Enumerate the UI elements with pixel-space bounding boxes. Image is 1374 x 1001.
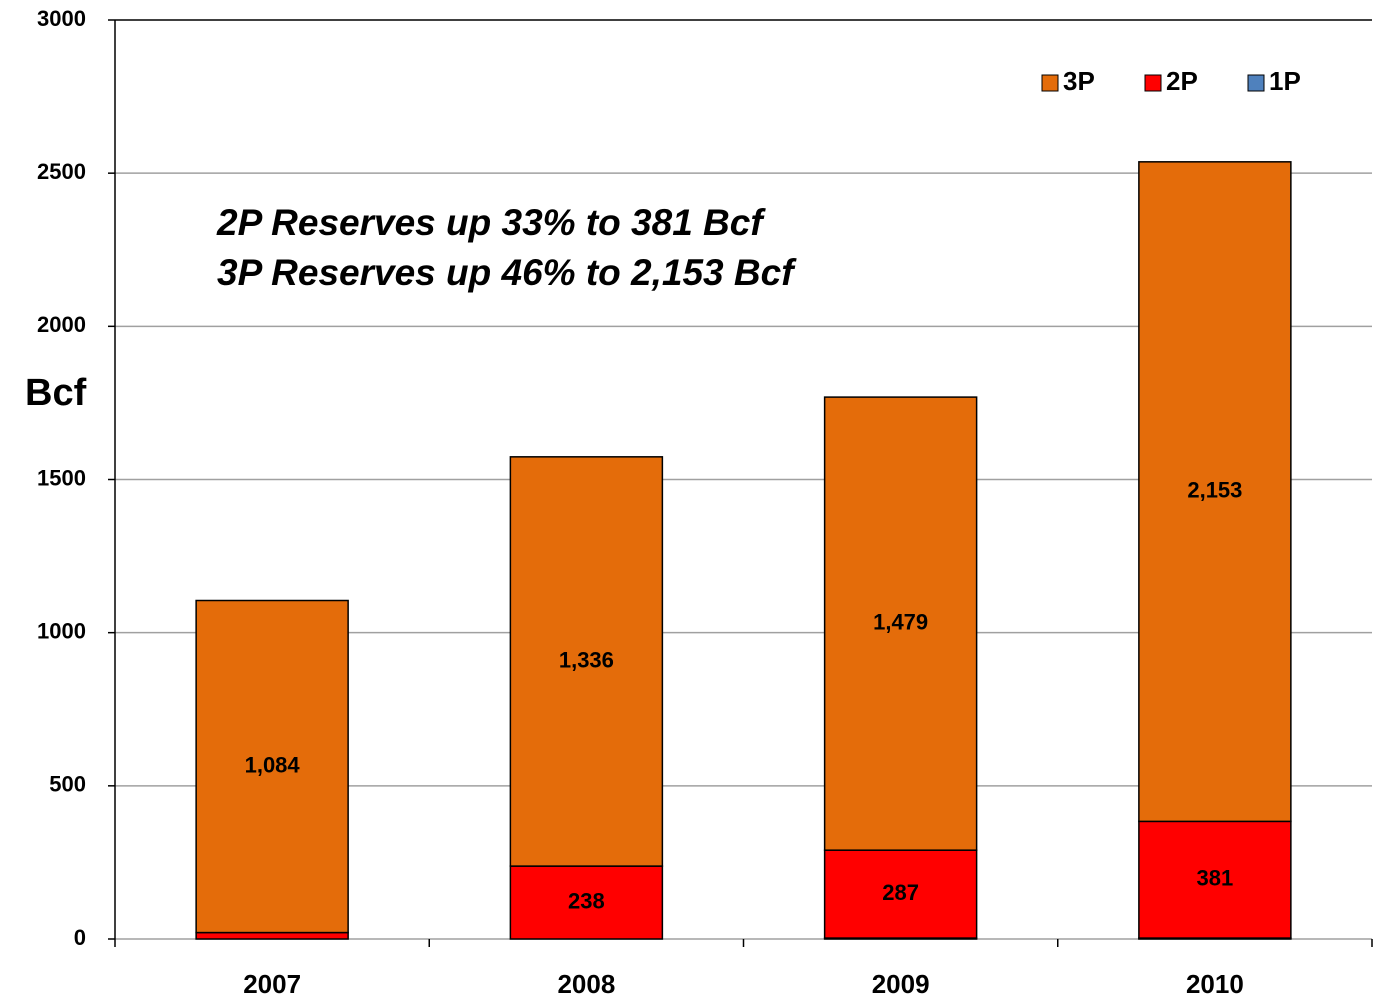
data-label: 2,153 [1187, 477, 1242, 502]
y-tick-label: 1500 [37, 465, 86, 490]
x-tick-label: 2007 [243, 969, 301, 999]
annotation: 2P Reserves up 33% to 381 Bcf [216, 202, 766, 243]
bar-segment [509, 865, 664, 940]
y-tick-label: 3000 [37, 6, 86, 31]
legend-swatch [1247, 74, 1265, 92]
y-tick-label: 0 [74, 925, 86, 950]
x-tick-label: 2010 [1186, 969, 1244, 999]
legend-label: 1P [1269, 66, 1301, 96]
y-axis-label: Bcf [25, 372, 87, 414]
y-tick-label: 2500 [37, 159, 86, 184]
bar-segment [1138, 161, 1292, 823]
data-label: 1,479 [873, 609, 928, 634]
data-label: 238 [568, 888, 605, 913]
bar-segment [195, 599, 349, 934]
x-tick-label: 2009 [872, 969, 930, 999]
bar-segment [823, 396, 978, 851]
legend-swatch [1144, 74, 1162, 92]
legend-label: 3P [1063, 66, 1095, 96]
bar-segment [823, 849, 978, 939]
bar-segment [1138, 820, 1292, 939]
data-label: 1,336 [559, 647, 614, 672]
y-tick-label: 1000 [37, 618, 86, 643]
legend-label: 2P [1166, 66, 1198, 96]
y-tick-label: 2000 [37, 312, 86, 337]
x-tick-label: 2008 [557, 969, 615, 999]
bar-segment [195, 931, 349, 940]
data-label: 381 [1197, 866, 1234, 891]
bar-segment [509, 456, 664, 867]
data-label: 1,084 [245, 752, 301, 777]
data-label: 287 [882, 880, 919, 905]
y-tick-label: 500 [49, 772, 86, 797]
legend-swatch [1041, 74, 1059, 92]
annotation: 3P Reserves up 46% to 2,153 Bcf [217, 252, 797, 293]
